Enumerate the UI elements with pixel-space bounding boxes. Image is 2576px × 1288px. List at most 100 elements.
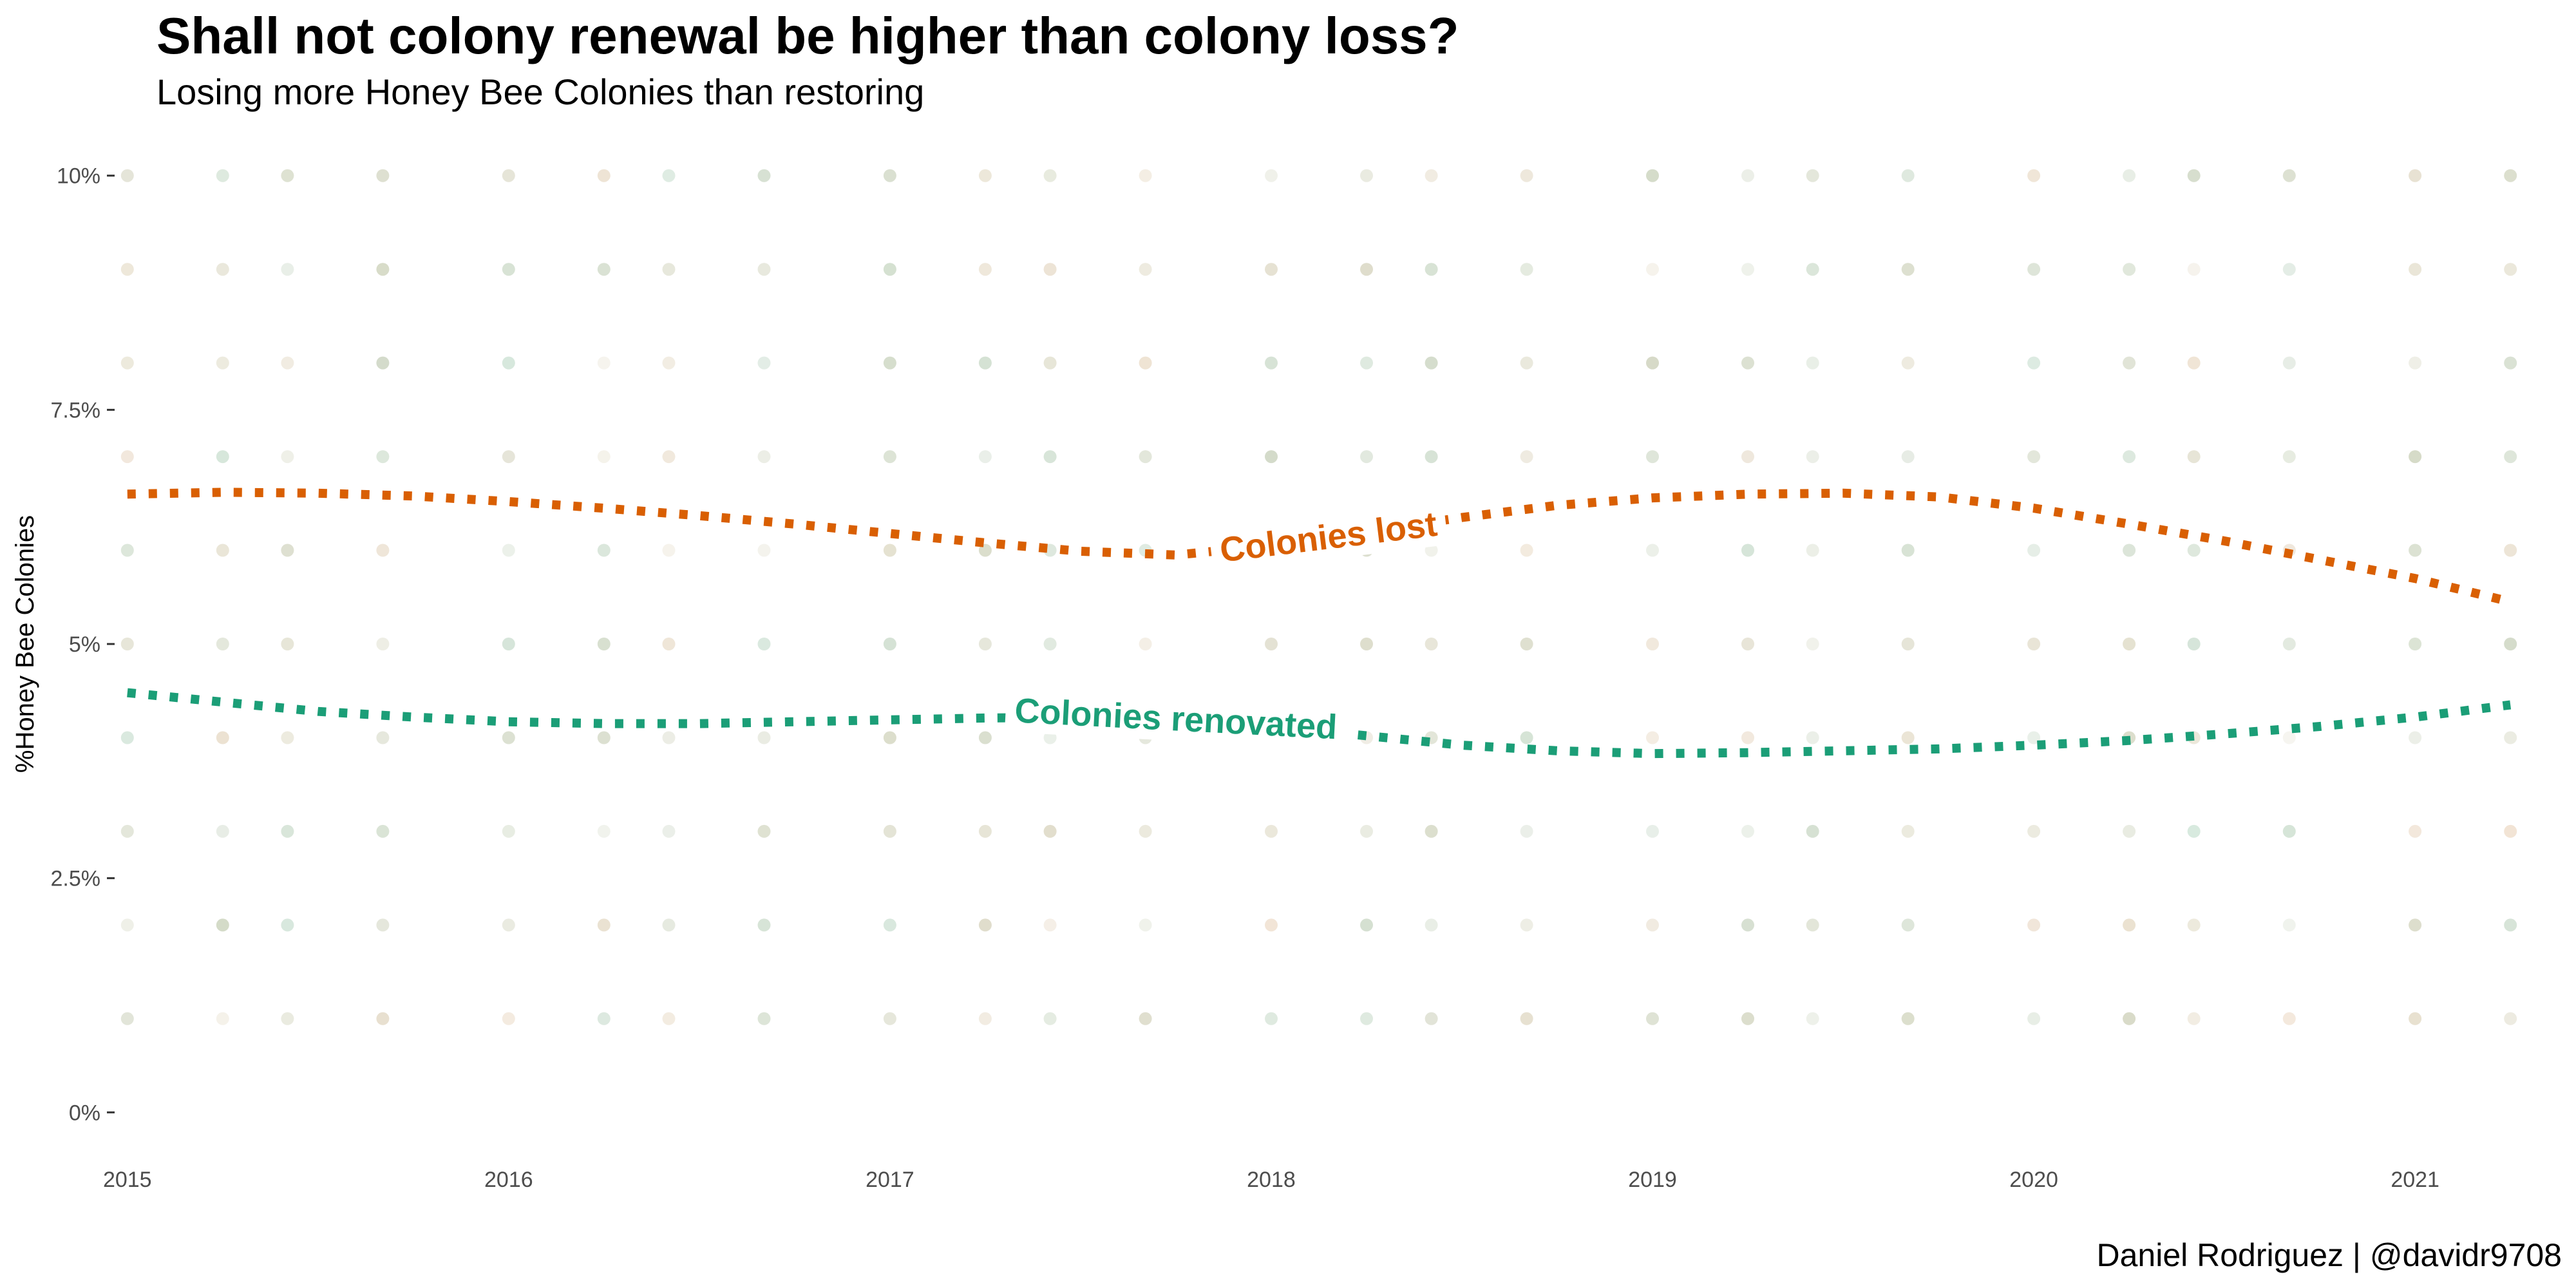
point-renovated xyxy=(1741,263,1754,276)
point-lost xyxy=(1741,1012,1754,1025)
point-renovated xyxy=(757,544,771,557)
point-lost xyxy=(978,638,992,650)
point-renovated xyxy=(978,544,992,557)
point-renovated xyxy=(2123,1012,2136,1025)
point-lost xyxy=(2187,638,2201,650)
point-renovated xyxy=(120,356,134,370)
point-renovated xyxy=(1139,356,1152,370)
point-renovated xyxy=(1360,450,1373,464)
point-renovated xyxy=(2187,638,2201,650)
point-lost xyxy=(662,450,676,464)
point-lost xyxy=(2123,824,2136,838)
point-lost xyxy=(120,169,134,182)
point-lost xyxy=(883,638,896,650)
point-lost xyxy=(2027,169,2041,182)
point-renovated xyxy=(598,450,611,463)
point-lost xyxy=(597,544,611,557)
point-renovated xyxy=(883,638,896,650)
point-renovated xyxy=(978,1012,992,1025)
point-renovated xyxy=(757,356,771,370)
point-renovated xyxy=(1901,544,1915,557)
point-renovated xyxy=(757,263,771,276)
point-lost xyxy=(883,450,896,464)
point-renovated xyxy=(883,731,896,744)
point-renovated xyxy=(1360,918,1373,932)
point-renovated xyxy=(1741,450,1754,464)
point-lost xyxy=(2409,544,2422,557)
point-renovated xyxy=(1901,263,1915,276)
point-lost xyxy=(1265,638,1278,650)
point-renovated xyxy=(2504,450,2517,464)
point-renovated xyxy=(1265,450,1278,464)
point-renovated xyxy=(216,918,229,932)
point-renovated xyxy=(1043,638,1057,650)
point-renovated xyxy=(978,731,992,744)
point-renovated xyxy=(2187,1012,2201,1025)
point-renovated xyxy=(2027,356,2041,370)
x-tick-label: 2016 xyxy=(484,1168,533,1192)
point-lost xyxy=(1901,169,1915,182)
point-renovated xyxy=(978,263,992,276)
point-renovated xyxy=(216,356,229,370)
point-renovated xyxy=(1901,356,1915,370)
point-renovated xyxy=(2409,918,2422,932)
point-renovated xyxy=(2283,732,2296,744)
point-renovated xyxy=(2123,169,2136,182)
point-lost xyxy=(1360,450,1373,464)
point-renovated xyxy=(2409,825,2421,838)
point-lost xyxy=(1901,824,1915,838)
point-lost xyxy=(2123,918,2136,932)
point-renovated xyxy=(1043,263,1057,276)
point-lost xyxy=(597,638,611,650)
point-lost xyxy=(1139,450,1152,464)
point-lost xyxy=(2504,450,2517,464)
point-lost xyxy=(376,263,390,276)
x-tick-label: 2015 xyxy=(103,1168,152,1192)
point-lost xyxy=(376,918,390,932)
point-lost xyxy=(597,263,611,276)
point-lost xyxy=(1265,169,1278,182)
point-lost xyxy=(1360,169,1373,182)
point-renovated xyxy=(502,731,515,744)
point-lost xyxy=(216,918,229,932)
point-lost xyxy=(883,544,896,557)
point-renovated xyxy=(757,638,771,650)
point-renovated xyxy=(120,638,134,650)
point-lost xyxy=(978,169,992,182)
point-lost xyxy=(1741,356,1754,370)
point-lost xyxy=(1741,638,1754,650)
point-renovated xyxy=(2409,731,2422,744)
point-renovated xyxy=(2187,450,2201,464)
point-renovated xyxy=(281,169,294,182)
point-renovated xyxy=(662,731,676,744)
point-renovated xyxy=(757,450,771,464)
point-lost xyxy=(1741,824,1754,838)
point-lost xyxy=(281,544,294,557)
point-lost xyxy=(757,263,771,276)
point-lost xyxy=(1646,450,1659,464)
point-renovated xyxy=(1043,731,1057,744)
point-lost xyxy=(662,169,676,182)
point-renovated xyxy=(376,450,390,464)
point-lost xyxy=(1265,918,1278,932)
point-lost xyxy=(1806,824,1819,838)
point-renovated xyxy=(376,638,390,650)
point-renovated xyxy=(2504,544,2517,557)
point-lost xyxy=(2282,169,2296,182)
point-lost xyxy=(662,918,676,932)
point-lost xyxy=(2123,356,2136,370)
point-renovated xyxy=(216,263,229,276)
point-lost xyxy=(2282,638,2296,650)
point-renovated xyxy=(2282,918,2296,932)
point-lost xyxy=(2409,263,2422,276)
point-lost xyxy=(2027,450,2041,464)
point-lost xyxy=(376,450,390,464)
point-renovated xyxy=(502,450,515,464)
point-renovated xyxy=(2027,1012,2041,1025)
point-lost xyxy=(1646,824,1659,838)
point-renovated xyxy=(376,169,390,182)
point-renovated xyxy=(883,918,896,932)
point-renovated xyxy=(2282,824,2296,838)
point-renovated xyxy=(883,450,896,464)
point-lost xyxy=(597,356,611,370)
